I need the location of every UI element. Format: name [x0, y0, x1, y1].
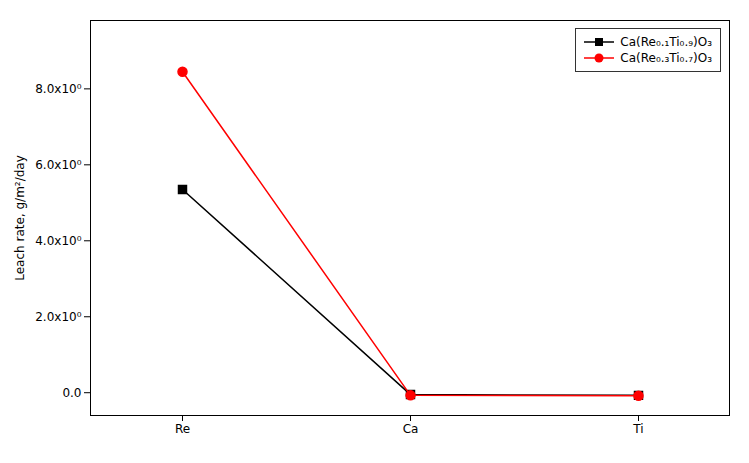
- html-text:Ca(Re₀.₁Ti₀.₉)O₃: Ca(Re₀.₁Ti₀.₉)O₃: [620, 35, 712, 49]
- svg-text:0.0: 0.0: [62, 386, 81, 400]
- svg-text:Ca: Ca: [403, 422, 419, 436]
- svg-text:Re: Re: [175, 422, 190, 436]
- svg-text:8.0x10⁰: 8.0x10⁰: [35, 82, 81, 96]
- svg-text:Leach rate, g/m²/day: Leach rate, g/m²/day: [13, 155, 27, 281]
- svg-text:Ti: Ti: [632, 422, 643, 436]
- svg-text:6.0x10⁰: 6.0x10⁰: [35, 158, 81, 172]
- svg-text:4.0x10⁰: 4.0x10⁰: [35, 234, 81, 248]
- svg-text:2.0x10⁰: 2.0x10⁰: [35, 310, 81, 324]
- html-text:Ca(Re₀.₃Ti₀.₇)O₃: Ca(Re₀.₃Ti₀.₇)O₃: [620, 51, 712, 65]
